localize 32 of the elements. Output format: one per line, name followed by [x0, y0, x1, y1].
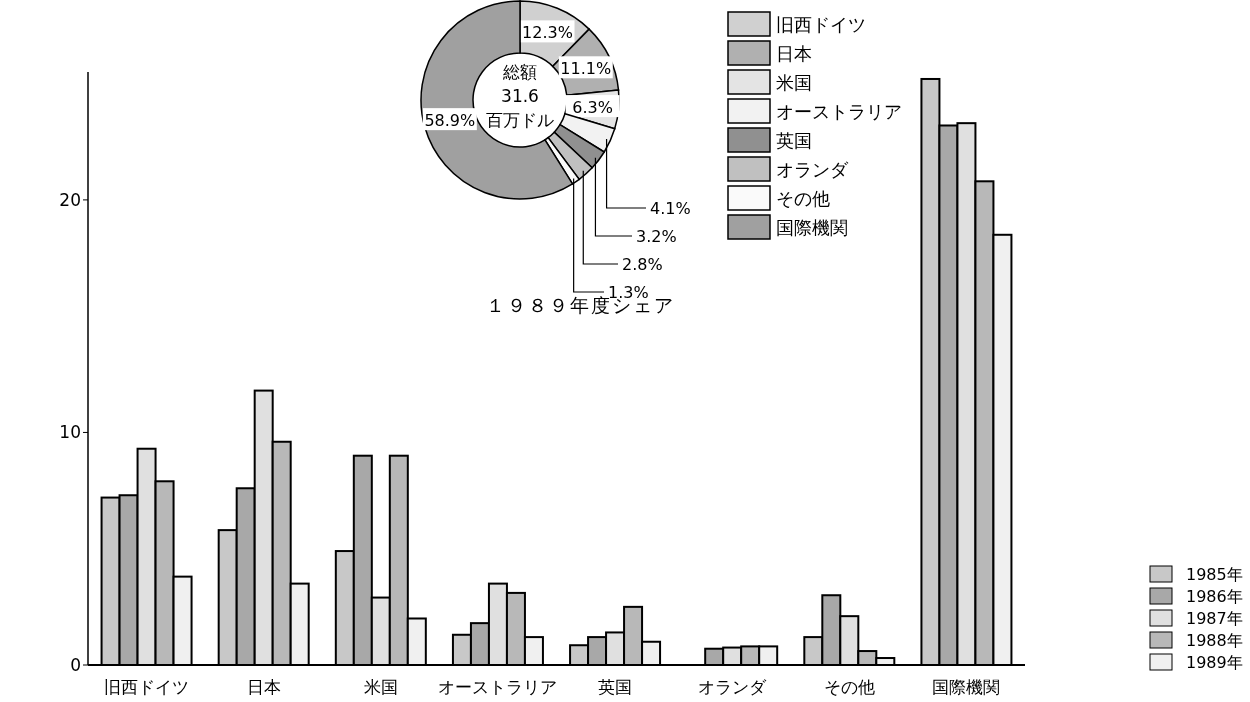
legend-label: 英国: [776, 130, 812, 151]
legend-label: 旧西ドイツ: [776, 14, 866, 35]
x-tick-label: 国際機関: [932, 677, 1001, 697]
data-label: 4.1%: [650, 199, 691, 218]
legend-label: 1986年: [1186, 587, 1243, 606]
legend-label: 日本: [776, 43, 812, 64]
x-tick-label: オランダ: [698, 677, 768, 697]
data-label: 2.8%: [622, 255, 663, 274]
x-tick-label: 英国: [598, 677, 633, 697]
legend-label: オランダ: [776, 159, 849, 180]
legend-label: 米国: [776, 72, 812, 93]
y-tick-label: 20: [59, 189, 81, 210]
data-label: 12.3%: [522, 23, 573, 43]
legend-label: オーストラリア: [776, 101, 902, 122]
legend-label: 国際機関: [776, 217, 848, 238]
legend-label: 1987年: [1186, 609, 1243, 628]
annotation: 総額 31.6 百万ドル: [486, 62, 554, 130]
data-label: 11.1%: [560, 59, 612, 79]
x-tick-label: 旧西ドイツ: [104, 677, 190, 697]
legend-label: 1988年: [1186, 631, 1243, 650]
x-tick-label: オーストラリア: [438, 677, 558, 697]
data-label: 3.2%: [636, 227, 677, 246]
x-tick-label: 米国: [363, 677, 398, 697]
y-tick-label: 10: [59, 422, 81, 443]
x-tick-label: その他: [823, 677, 875, 697]
x-tick-label: 日本: [246, 677, 281, 697]
legend-label: その他: [776, 188, 830, 209]
legend-label: 1985年: [1186, 565, 1243, 584]
data-label: 58.9%: [424, 111, 476, 131]
legend-label: 1989年: [1186, 653, 1243, 672]
y-tick-label: 0: [70, 655, 81, 675]
data-label: 6.3%: [572, 98, 613, 118]
